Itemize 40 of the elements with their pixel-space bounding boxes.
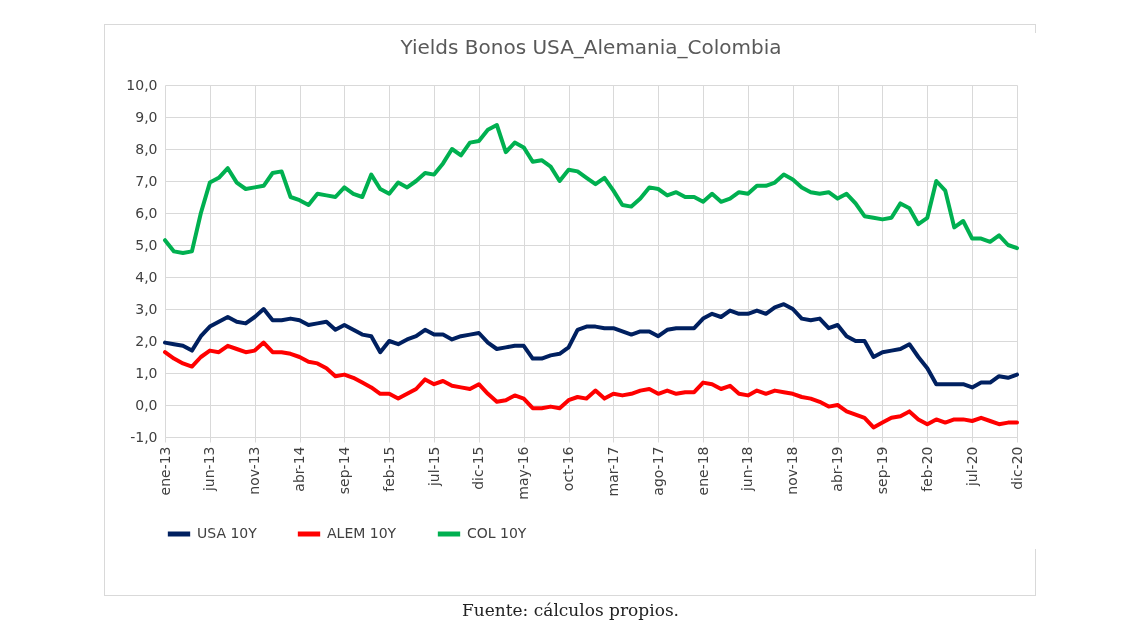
x-tick-label: sep-19 bbox=[873, 446, 890, 495]
x-tick-label: nov-13 bbox=[246, 446, 263, 495]
x-tick-label: sep-14 bbox=[335, 446, 352, 495]
x-tick-label: feb-20 bbox=[918, 446, 935, 492]
line-series bbox=[163, 340, 1019, 430]
x-tick-label: may-16 bbox=[515, 446, 532, 500]
line-series bbox=[163, 302, 1019, 390]
y-tick-label: 6,0 bbox=[135, 204, 158, 221]
line-series bbox=[163, 123, 1019, 255]
y-tick-label: 3,0 bbox=[135, 300, 158, 317]
legend-label: USA 10Y bbox=[197, 525, 258, 541]
y-tick-label: 9,0 bbox=[135, 108, 158, 125]
x-tick-label: feb-15 bbox=[380, 446, 397, 492]
y-tick-label: 2,0 bbox=[135, 332, 158, 349]
x-tick-label: oct-16 bbox=[560, 446, 577, 492]
y-tick-label: 0,0 bbox=[135, 396, 158, 413]
x-tick-label: mar-17 bbox=[604, 446, 621, 497]
y-tick-label: 7,0 bbox=[135, 172, 158, 189]
x-tick-label: jun-13 bbox=[201, 446, 218, 493]
x-tick-label: ene-18 bbox=[694, 446, 711, 496]
legend-label: ALEM 10Y bbox=[327, 525, 397, 541]
x-tick-label: dic-20 bbox=[1008, 446, 1025, 490]
legend-label: COL 10Y bbox=[467, 525, 527, 541]
x-tick-label: dic-15 bbox=[470, 446, 487, 490]
x-tick-label: jul-20 bbox=[963, 446, 980, 488]
y-tick-label: 1,0 bbox=[135, 364, 158, 381]
x-tick-label: ago-17 bbox=[649, 446, 666, 496]
x-tick-label: abr-19 bbox=[829, 446, 846, 492]
x-tick-label: jun-18 bbox=[739, 446, 756, 493]
x-tick-label: jul-15 bbox=[425, 446, 442, 488]
y-tick-label: -1,0 bbox=[130, 428, 158, 445]
x-tick-label: abr-14 bbox=[291, 446, 308, 492]
y-tick-label: 8,0 bbox=[135, 140, 158, 157]
chart-title: Yields Bonos USA_Alemania_Colombia bbox=[399, 35, 782, 59]
y-tick-label: 5,0 bbox=[135, 236, 158, 253]
y-tick-label: 10,0 bbox=[126, 76, 158, 93]
source-note: Fuente: cálculos propios. bbox=[460, 600, 681, 620]
x-tick-label: nov-18 bbox=[784, 446, 801, 495]
x-tick-label: ene-13 bbox=[156, 446, 173, 496]
y-tick-label: 4,0 bbox=[135, 268, 158, 285]
